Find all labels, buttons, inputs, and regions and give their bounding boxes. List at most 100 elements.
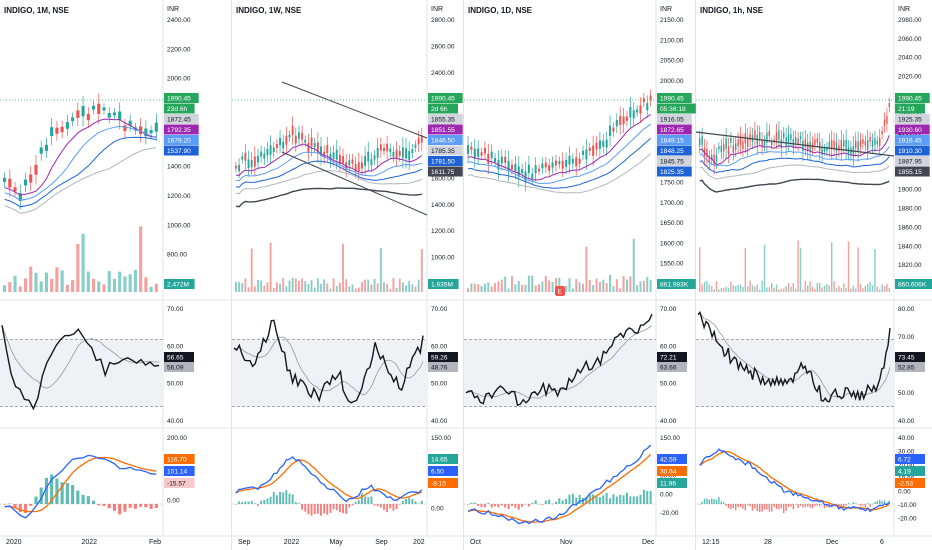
moving-average-line[interactable] [699, 135, 890, 166]
volume-series[interactable] [467, 238, 652, 292]
moving-average-line[interactable] [4, 136, 157, 208]
candle[interactable] [867, 139, 869, 150]
candle[interactable] [50, 127, 54, 137]
candle[interactable] [285, 135, 288, 145]
candle[interactable] [742, 141, 744, 149]
candle[interactable] [483, 147, 486, 154]
candle[interactable] [754, 130, 756, 139]
chart-canvas[interactable]: 2800.002600.002400.002200.002000.001800.… [232, 0, 464, 550]
candle[interactable] [581, 150, 585, 155]
candle[interactable] [826, 147, 828, 152]
chart-panel-2[interactable]: 2800.002600.002400.002200.002000.001800.… [232, 0, 464, 550]
candle[interactable] [247, 159, 250, 169]
candle[interactable] [473, 148, 476, 159]
candle[interactable] [326, 145, 329, 154]
candle[interactable] [144, 128, 148, 137]
candle[interactable] [802, 140, 804, 152]
candle[interactable] [636, 109, 639, 113]
candle[interactable] [544, 162, 547, 168]
candle[interactable] [307, 143, 310, 153]
candle[interactable] [838, 145, 840, 151]
candle[interactable] [821, 146, 823, 155]
candle[interactable] [86, 114, 90, 121]
rsi-line[interactable] [1, 325, 160, 411]
rsi-line[interactable] [233, 319, 424, 404]
candle[interactable] [775, 132, 778, 141]
candle[interactable] [320, 146, 322, 156]
candle[interactable] [835, 142, 838, 152]
candle[interactable] [34, 164, 38, 175]
candle[interactable] [128, 120, 132, 126]
candle[interactable] [565, 159, 568, 167]
candle[interactable] [417, 137, 420, 145]
candle[interactable] [55, 127, 59, 134]
candle[interactable] [534, 165, 537, 174]
candle[interactable] [411, 149, 414, 153]
candle[interactable] [329, 153, 332, 161]
candle[interactable] [571, 158, 574, 164]
candle[interactable] [558, 160, 561, 165]
candle[interactable] [735, 143, 737, 150]
candle[interactable] [792, 139, 795, 147]
candle[interactable] [389, 148, 392, 153]
candle[interactable] [795, 137, 797, 143]
candle[interactable] [718, 146, 720, 150]
chart-canvas[interactable]: 2080.002060.002040.002020.002000.001980.… [696, 0, 932, 550]
candle[interactable] [244, 152, 247, 161]
candle[interactable] [332, 152, 335, 159]
candle[interactable] [639, 105, 642, 114]
candle[interactable] [619, 115, 622, 126]
candle[interactable] [879, 137, 881, 147]
trendline-upper[interactable] [281, 81, 428, 139]
candle[interactable] [548, 165, 551, 171]
candle[interactable] [510, 164, 513, 170]
candle[interactable] [840, 140, 843, 151]
macd-signal-line[interactable] [699, 451, 890, 511]
candle[interactable] [723, 144, 725, 152]
candle[interactable] [629, 107, 632, 118]
candle[interactable] [541, 163, 544, 169]
candle[interactable] [524, 171, 527, 182]
candle[interactable] [386, 143, 389, 152]
candle[interactable] [592, 145, 595, 156]
candle[interactable] [857, 141, 859, 152]
rsi-line[interactable] [697, 310, 891, 403]
candle[interactable] [477, 148, 480, 157]
candle[interactable] [715, 155, 718, 162]
candle[interactable] [527, 164, 530, 173]
candlestick-series[interactable] [235, 116, 423, 181]
candle[interactable] [263, 153, 266, 159]
candle[interactable] [517, 166, 520, 177]
candle[interactable] [739, 135, 742, 145]
moving-average-line[interactable] [4, 125, 157, 201]
moving-average-line[interactable] [235, 170, 423, 195]
candle[interactable] [154, 122, 158, 132]
candle[interactable] [149, 130, 153, 134]
candle[interactable] [348, 160, 351, 166]
candle[interactable] [123, 125, 127, 132]
candle[interactable] [761, 140, 763, 148]
candle[interactable] [238, 165, 241, 172]
moving-average-line[interactable] [467, 123, 651, 184]
candle[interactable] [869, 137, 871, 142]
candle[interactable] [398, 151, 401, 156]
candle[interactable] [727, 146, 730, 155]
macd-signal-line[interactable] [467, 453, 652, 523]
candle[interactable] [288, 134, 291, 138]
candle[interactable] [370, 159, 373, 166]
candle[interactable] [345, 162, 348, 170]
candle[interactable] [561, 160, 564, 169]
candle[interactable] [107, 112, 111, 118]
candle[interactable] [711, 155, 713, 160]
candle[interactable] [871, 140, 874, 147]
candle[interactable] [807, 142, 809, 152]
candle[interactable] [351, 159, 354, 164]
candle[interactable] [797, 138, 799, 145]
candle[interactable] [313, 142, 316, 148]
candle[interactable] [279, 137, 281, 146]
volume-series[interactable] [235, 242, 423, 292]
candle[interactable] [364, 156, 367, 166]
candle[interactable] [291, 125, 294, 136]
candle[interactable] [778, 130, 780, 140]
candle[interactable] [335, 149, 338, 160]
